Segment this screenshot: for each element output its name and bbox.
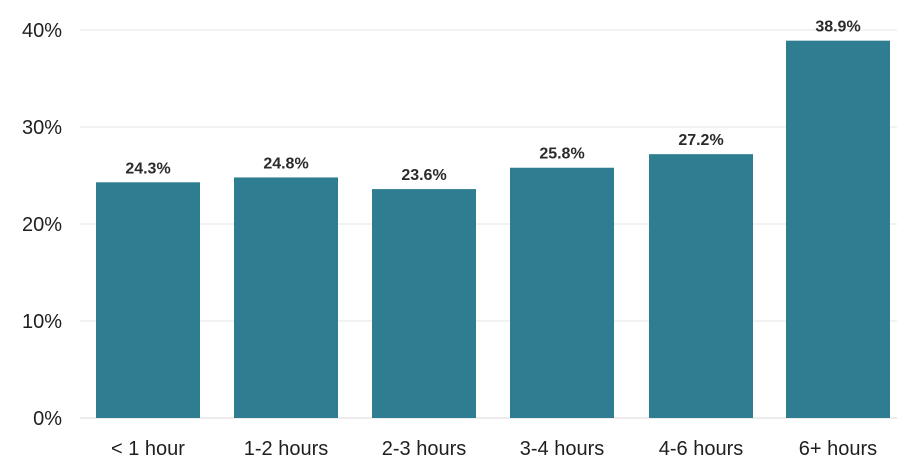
bar [786, 40, 890, 419]
data-label: 38.9% [815, 19, 860, 36]
x-tick-label: 6+ hours [799, 438, 877, 460]
y-tick-label: 30% [22, 117, 62, 139]
gridlines [80, 29, 897, 419]
x-tick-label: 4-6 hours [659, 438, 744, 460]
y-axis-ticks: 0% 10% 20% 30% 40% [22, 20, 62, 430]
x-axis-ticks: < 1 hour 1-2 hours 2-3 hours 3-4 hours 4-6 h… [111, 438, 877, 460]
bar [96, 182, 200, 418]
x-tick-label: < 1 hour [111, 438, 185, 460]
y-tick-label: 20% [22, 214, 62, 236]
data-label: 24.3% [125, 160, 170, 177]
x-tick-label: 1-2 hours [244, 438, 329, 460]
x-tick-label: 3-4 hours [520, 438, 605, 460]
y-tick-label: 10% [22, 311, 62, 333]
data-label: 24.8% [263, 155, 308, 172]
data-labels: 24.3% 24.8% 23.6% 25.8% 27.2% 38.9% [125, 19, 860, 184]
x-tick-label: 2-3 hours [382, 438, 467, 460]
y-tick-label: 40% [22, 20, 62, 42]
bar [372, 189, 476, 418]
bar [649, 154, 753, 418]
data-label: 23.6% [401, 167, 446, 184]
data-label: 25.8% [539, 146, 584, 163]
data-label: 27.2% [678, 132, 723, 149]
bar [510, 167, 614, 418]
bar [234, 177, 338, 418]
y-tick-label: 0% [33, 408, 62, 430]
bars [96, 40, 890, 419]
